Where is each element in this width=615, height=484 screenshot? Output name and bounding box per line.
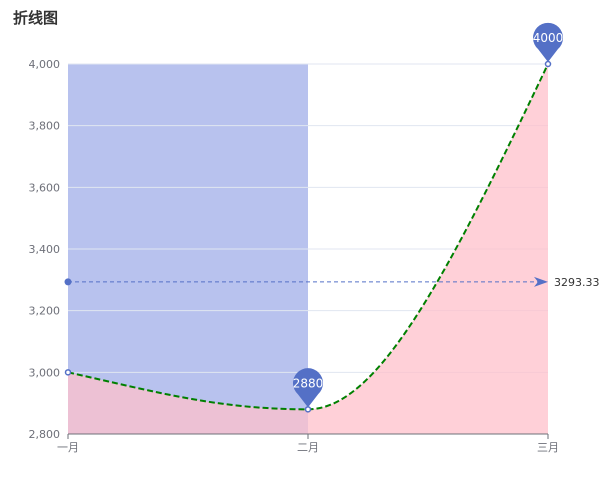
series-line	[67, 63, 549, 411]
average-line-label: 3293.33	[554, 276, 600, 289]
y-tick-label: 3,400	[29, 243, 61, 256]
y-tick-label: 3,800	[29, 120, 61, 133]
y-tick-label: 3,600	[29, 181, 61, 194]
x-tick-label: 三月	[537, 441, 559, 454]
area-fill-layer	[68, 64, 548, 434]
y-tick-label: 3,200	[29, 305, 61, 318]
x-tick-label: 一月	[57, 441, 79, 454]
chart-title: 折线图	[13, 9, 59, 27]
mark-point-label: 2880	[293, 376, 324, 390]
mark-point-label: 4000	[533, 31, 564, 45]
average-line-layer: 3293.33	[64, 276, 600, 289]
data-points-layer	[64, 60, 552, 413]
data-point	[64, 369, 72, 376]
axes: 2,800 3,000 3,200 3,400 3,600 3,800 4,000 一月 二月 三…	[29, 58, 560, 454]
data-point	[304, 406, 312, 413]
y-tick-label: 4,000	[29, 58, 61, 71]
series-area-fill	[68, 64, 548, 434]
data-point	[544, 60, 552, 68]
mark-point-pin	[292, 368, 323, 408]
mark-pins-layer: 2880 4000	[292, 22, 564, 408]
mark-point-pin	[533, 22, 563, 62]
average-line-arrow	[534, 276, 548, 287]
series-line-layer	[67, 63, 549, 411]
y-tick-label: 3,000	[29, 366, 61, 379]
y-tick-label: 2,800	[29, 428, 61, 441]
x-tick-label: 二月	[297, 441, 319, 454]
